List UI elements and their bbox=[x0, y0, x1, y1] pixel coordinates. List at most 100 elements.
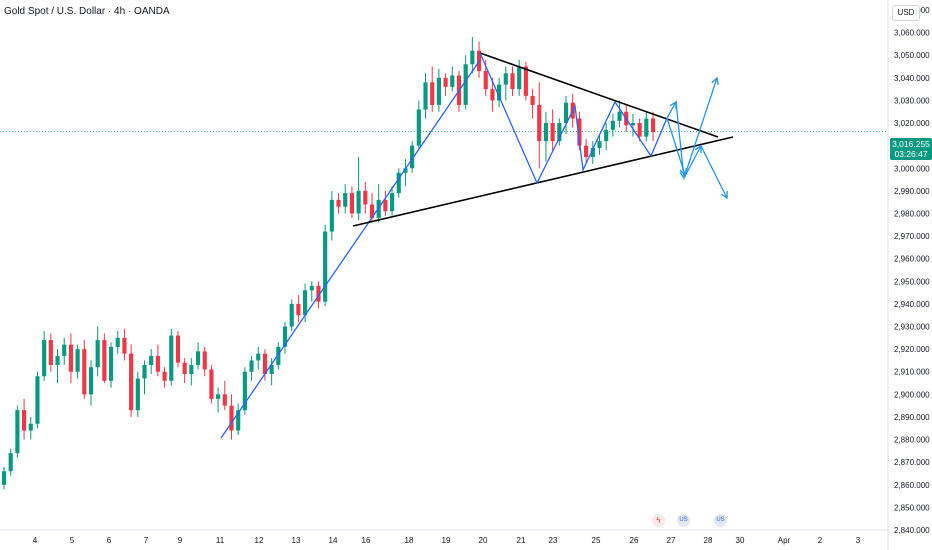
candle-body bbox=[523, 66, 528, 96]
candle-body bbox=[189, 364, 194, 374]
candle-body bbox=[503, 73, 508, 85]
x-tick-label: 13 bbox=[292, 536, 301, 545]
candle-body bbox=[108, 346, 114, 381]
x-tick-label: 12 bbox=[255, 536, 264, 545]
candle-body bbox=[490, 89, 495, 101]
candle-body bbox=[550, 123, 555, 142]
candle-body bbox=[450, 75, 455, 87]
candle-body bbox=[102, 340, 107, 381]
x-tick-label: 9 bbox=[178, 536, 183, 545]
y-tick-label: 2,930.000 bbox=[894, 323, 930, 332]
candle-body bbox=[202, 351, 207, 370]
candle-body bbox=[597, 141, 602, 148]
us-flag-event-icon[interactable]: US bbox=[677, 514, 690, 527]
x-tick-label: 28 bbox=[704, 536, 713, 545]
projection-arrowhead bbox=[679, 171, 688, 180]
trend-line bbox=[220, 59, 481, 439]
x-tick-label: 5 bbox=[70, 536, 75, 545]
candle-body bbox=[88, 367, 94, 395]
candle-body bbox=[62, 344, 67, 356]
y-tick-label: 3,060.000 bbox=[894, 29, 930, 38]
candle-body bbox=[650, 118, 656, 133]
candle-body bbox=[55, 355, 60, 365]
candle-body bbox=[8, 453, 13, 472]
projection-arrowhead bbox=[711, 76, 719, 86]
projection-arrowhead bbox=[694, 144, 702, 154]
candle-body bbox=[155, 355, 160, 372]
projection-arrowhead bbox=[720, 190, 728, 200]
currency-label[interactable]: USD bbox=[892, 5, 920, 21]
candle-body bbox=[316, 285, 321, 302]
candle-body bbox=[162, 371, 167, 381]
y-tick-label: 2,840.000 bbox=[894, 526, 930, 535]
candle-body bbox=[430, 82, 435, 105]
candle-body bbox=[28, 423, 33, 431]
y-tick-label: 2,970.000 bbox=[894, 232, 930, 241]
candle-body bbox=[42, 340, 47, 377]
candle-body bbox=[637, 123, 642, 137]
candle-body bbox=[35, 376, 40, 424]
y-tick-label: 2,850.000 bbox=[894, 503, 930, 512]
y-tick-label: 2,900.000 bbox=[894, 390, 930, 399]
candle-body bbox=[229, 405, 234, 431]
candle-body bbox=[195, 351, 201, 365]
candle-body bbox=[309, 285, 314, 291]
x-tick-label: 6 bbox=[107, 536, 112, 545]
y-tick-label: 2,920.000 bbox=[894, 345, 930, 354]
wave-path bbox=[479, 52, 668, 185]
candle-body bbox=[630, 123, 636, 126]
last-price-badge: 3,016.255 03:26:47 bbox=[890, 138, 932, 160]
x-tick-label: 26 bbox=[630, 536, 639, 545]
last-price: 3,016.255 bbox=[892, 139, 930, 149]
candle-body bbox=[443, 77, 448, 87]
candle-body bbox=[129, 353, 134, 411]
projection-up-path bbox=[666, 77, 718, 178]
candle-body bbox=[610, 120, 615, 130]
candle-body bbox=[577, 118, 582, 146]
candle-body bbox=[142, 364, 147, 379]
lightning-event-icon[interactable]: ϟ bbox=[652, 514, 665, 527]
y-tick-label: 3,000.000 bbox=[894, 164, 930, 173]
x-tick-label: 18 bbox=[405, 536, 414, 545]
y-tick-label: 2,880.000 bbox=[894, 436, 930, 445]
candle-body bbox=[336, 199, 341, 207]
candle-body bbox=[95, 340, 100, 368]
candle-body bbox=[182, 362, 187, 374]
candle-body bbox=[21, 410, 27, 431]
candle-body bbox=[343, 193, 348, 207]
candle-body bbox=[383, 199, 388, 212]
candle-body bbox=[169, 335, 174, 381]
candle-body bbox=[256, 353, 261, 361]
x-tick-label: 30 bbox=[736, 536, 745, 545]
candle-body bbox=[403, 168, 408, 173]
us-flag-event-icon[interactable]: US bbox=[714, 514, 727, 527]
candle-body bbox=[389, 193, 395, 212]
candle-body bbox=[289, 303, 294, 327]
y-tick-label: 3,030.000 bbox=[894, 96, 930, 105]
chart-title: Gold Spot / U.S. Dollar · 4h · OANDA bbox=[4, 6, 170, 17]
y-tick-label: 2,890.000 bbox=[894, 413, 930, 422]
candle-body bbox=[557, 123, 562, 142]
x-tick-label: 19 bbox=[442, 536, 451, 545]
x-tick-label: 4 bbox=[33, 536, 38, 545]
candle-body bbox=[303, 290, 308, 316]
x-tick-label: 11 bbox=[216, 536, 225, 545]
x-tick-label: 20 bbox=[479, 536, 488, 545]
x-tick-label: 27 bbox=[667, 536, 676, 545]
y-tick-label: 2,870.000 bbox=[894, 458, 930, 467]
candle-body bbox=[242, 371, 247, 411]
y-tick-label: 2,860.000 bbox=[894, 481, 930, 490]
y-tick-label: 2,980.000 bbox=[894, 209, 930, 218]
y-tick-label: 2,910.000 bbox=[894, 368, 930, 377]
candle-body bbox=[323, 231, 328, 302]
candle-body bbox=[530, 95, 535, 105]
y-tick-label: 3,020.000 bbox=[894, 119, 930, 128]
candle-body bbox=[644, 118, 649, 137]
candle-body bbox=[497, 84, 502, 101]
candle-body bbox=[483, 71, 488, 90]
candle-body bbox=[82, 349, 87, 395]
candle-body bbox=[115, 337, 120, 347]
candle-body bbox=[410, 145, 415, 169]
